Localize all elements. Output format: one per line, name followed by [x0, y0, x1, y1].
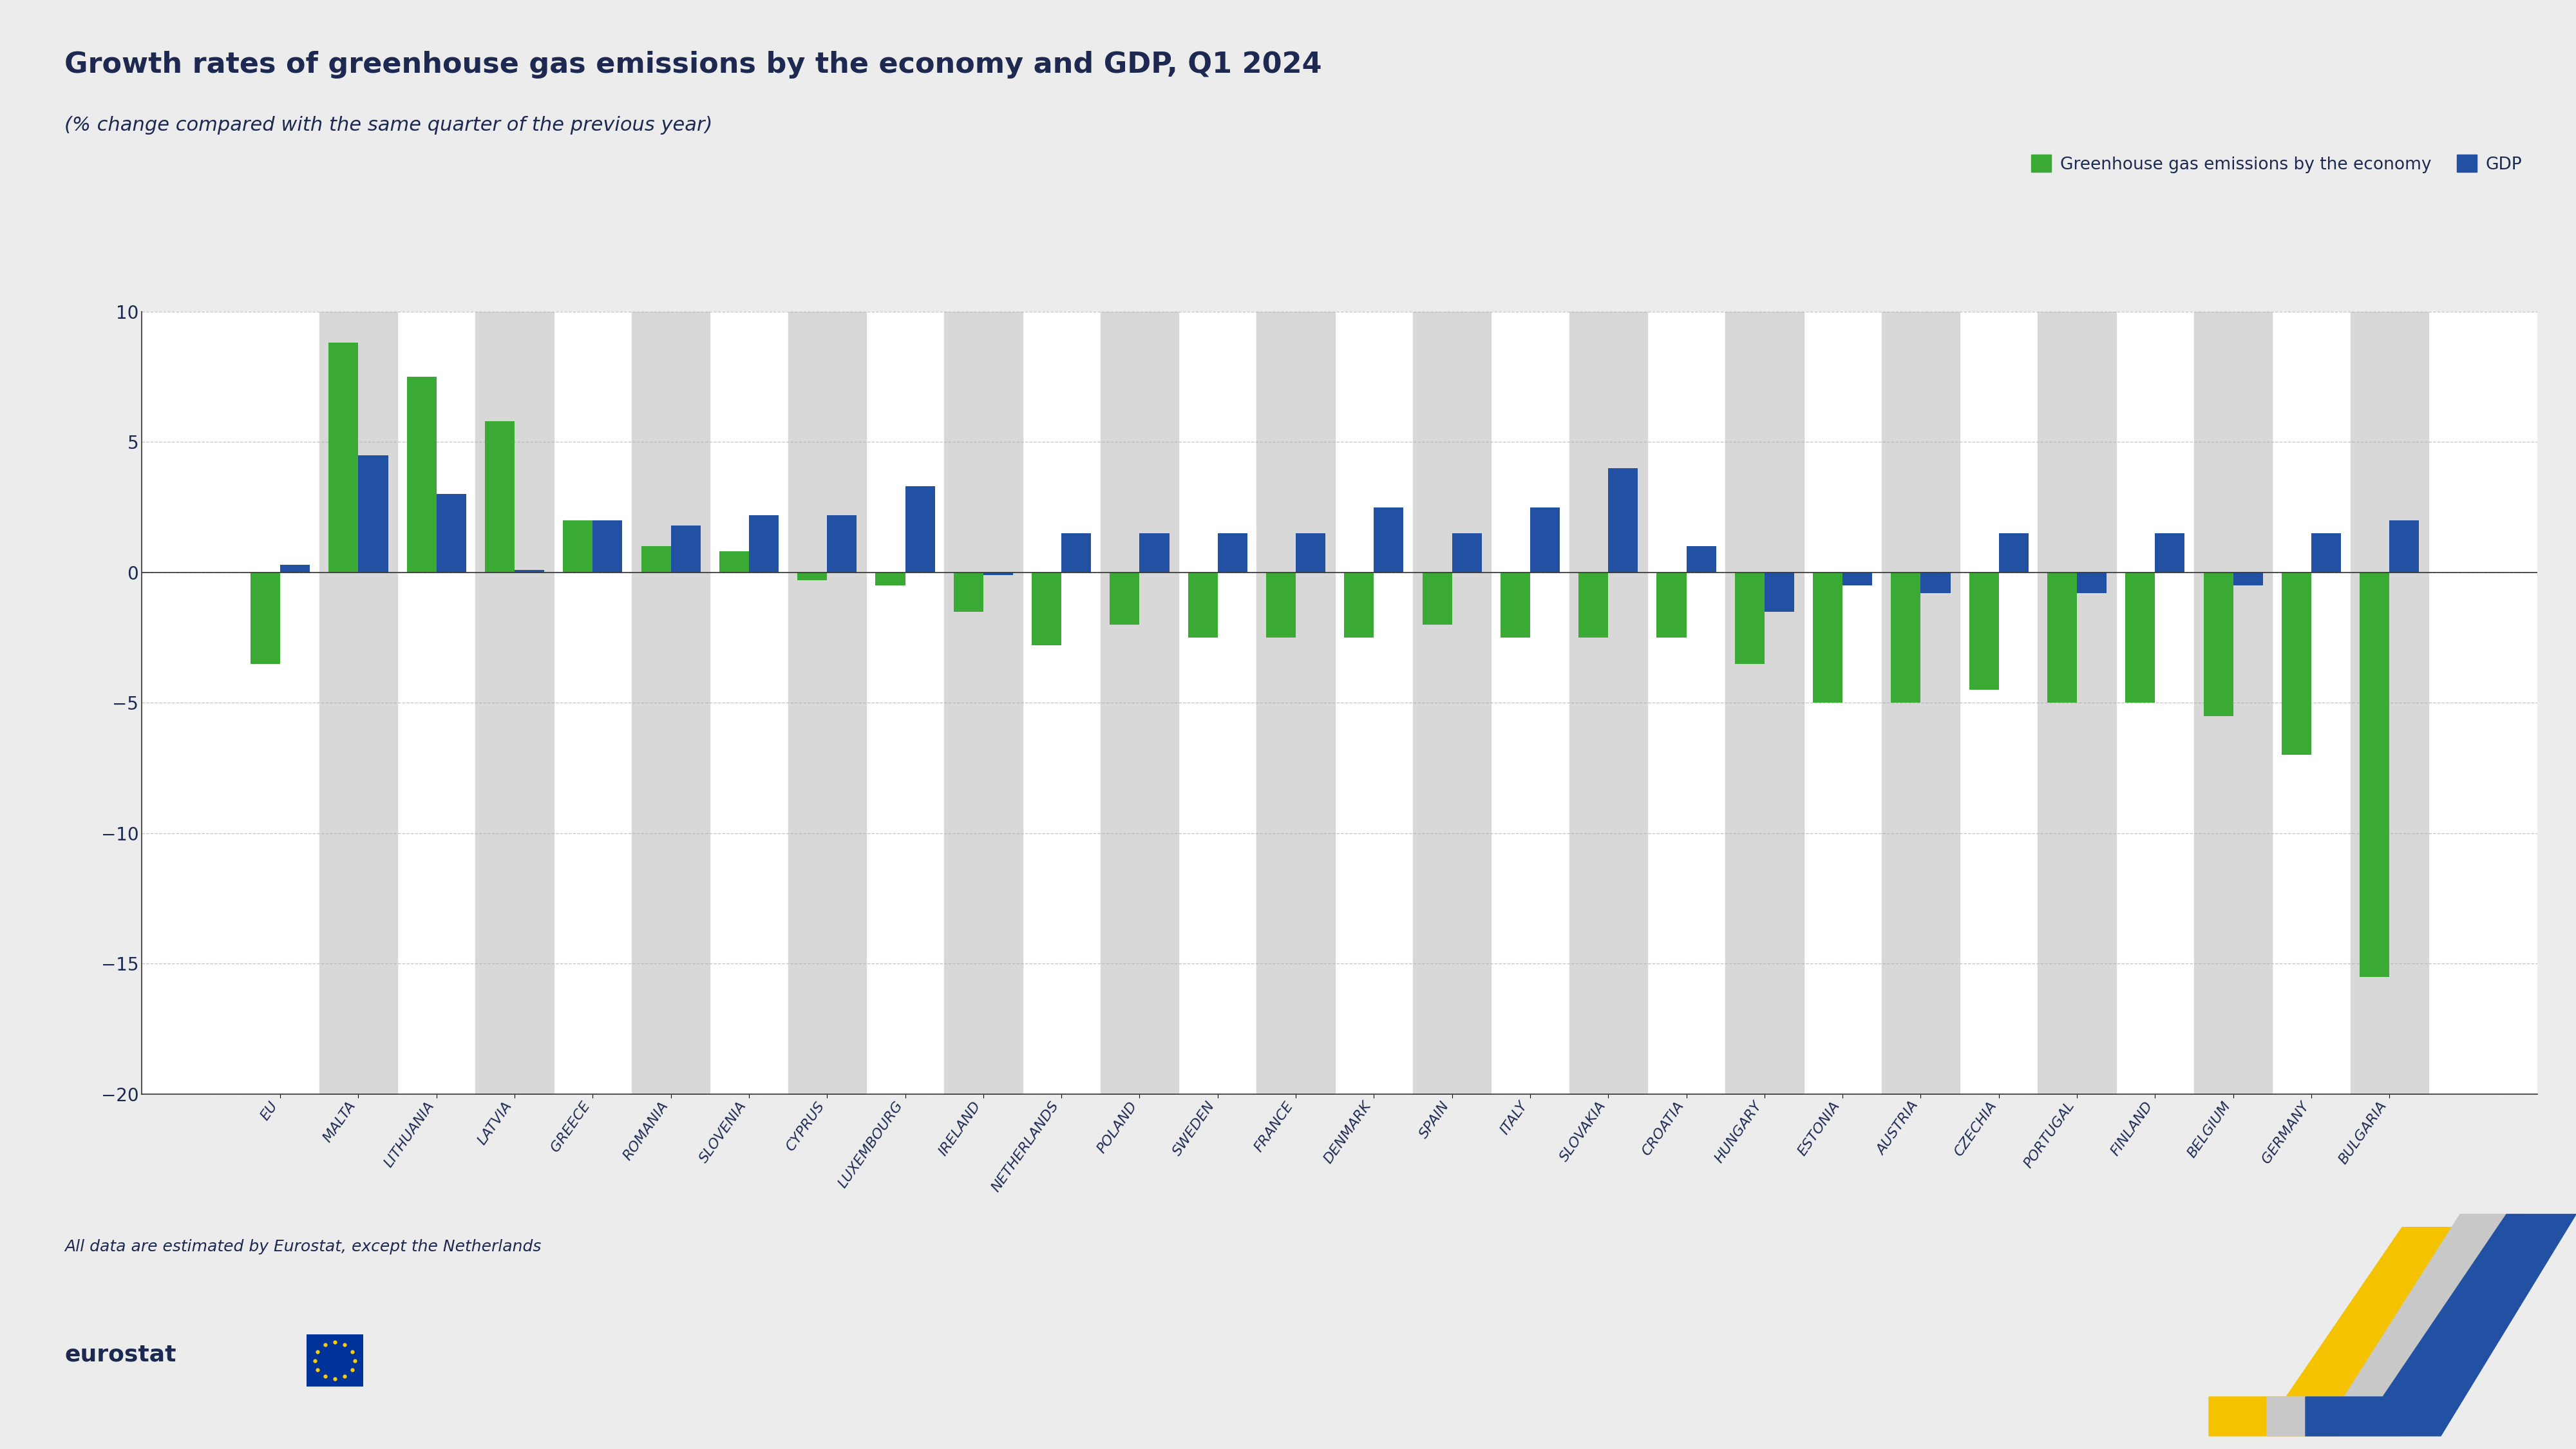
- Bar: [319, 312, 397, 1094]
- Bar: [2311, 533, 2342, 572]
- Bar: [1265, 572, 1296, 638]
- Bar: [984, 572, 1012, 575]
- Polygon shape: [2267, 1214, 2524, 1436]
- Text: (% change compared with the same quarter of the previous year): (% change compared with the same quarter…: [64, 116, 714, 135]
- Bar: [2391, 520, 2419, 572]
- Bar: [2202, 572, 2233, 716]
- Bar: [1061, 533, 1092, 572]
- Bar: [484, 422, 515, 572]
- Bar: [1765, 572, 1793, 611]
- Bar: [1726, 312, 1803, 1094]
- Bar: [750, 514, 778, 572]
- Bar: [799, 572, 827, 580]
- Polygon shape: [2306, 1214, 2576, 1436]
- Bar: [2076, 572, 2107, 593]
- Text: All data are estimated by Eurostat, except the Netherlands: All data are estimated by Eurostat, exce…: [64, 1239, 541, 1255]
- Bar: [1373, 507, 1404, 572]
- Bar: [592, 520, 623, 572]
- Bar: [1891, 572, 1922, 703]
- Bar: [1296, 533, 1327, 572]
- Bar: [477, 312, 554, 1094]
- Legend: Greenhouse gas emissions by the economy, GDP: Greenhouse gas emissions by the economy,…: [2025, 148, 2530, 180]
- Bar: [631, 312, 711, 1094]
- Bar: [2125, 572, 2156, 703]
- Bar: [1414, 312, 1492, 1094]
- Bar: [2349, 312, 2429, 1094]
- Bar: [2048, 572, 2076, 703]
- Bar: [515, 569, 544, 572]
- Bar: [2282, 572, 2311, 755]
- Bar: [1453, 533, 1481, 572]
- Bar: [1607, 468, 1638, 572]
- Bar: [2233, 572, 2262, 585]
- Bar: [1579, 572, 1607, 638]
- Bar: [945, 312, 1023, 1094]
- Bar: [953, 572, 984, 611]
- Bar: [1422, 572, 1453, 625]
- Bar: [1842, 572, 1873, 585]
- Bar: [435, 494, 466, 572]
- Bar: [719, 552, 750, 572]
- Bar: [1499, 572, 1530, 638]
- Bar: [1999, 533, 2027, 572]
- Bar: [564, 520, 592, 572]
- Bar: [1257, 312, 1334, 1094]
- Bar: [1218, 533, 1247, 572]
- Text: eurostat: eurostat: [64, 1343, 175, 1366]
- Bar: [1345, 572, 1373, 638]
- Bar: [1656, 572, 1687, 638]
- Bar: [788, 312, 866, 1094]
- Bar: [1687, 546, 1716, 572]
- Bar: [904, 487, 935, 572]
- Bar: [2038, 312, 2115, 1094]
- Bar: [1968, 572, 1999, 690]
- Bar: [407, 377, 435, 572]
- Bar: [1734, 572, 1765, 664]
- Bar: [876, 572, 904, 585]
- Bar: [330, 343, 358, 572]
- Bar: [827, 514, 858, 572]
- Bar: [1033, 572, 1061, 645]
- Bar: [281, 565, 309, 572]
- Bar: [1188, 572, 1218, 638]
- Bar: [2156, 533, 2184, 572]
- Bar: [670, 526, 701, 572]
- Bar: [1880, 312, 1960, 1094]
- Bar: [1569, 312, 1646, 1094]
- Bar: [641, 546, 670, 572]
- Text: Growth rates of greenhouse gas emissions by the economy and GDP, Q1 2024: Growth rates of greenhouse gas emissions…: [64, 51, 1321, 78]
- Bar: [1530, 507, 1561, 572]
- Bar: [2195, 312, 2272, 1094]
- Bar: [358, 455, 389, 572]
- Bar: [1814, 572, 1842, 703]
- Bar: [1139, 533, 1170, 572]
- Bar: [2360, 572, 2391, 977]
- Polygon shape: [2210, 1227, 2460, 1436]
- Bar: [250, 572, 281, 664]
- Bar: [1110, 572, 1139, 625]
- Bar: [1100, 312, 1180, 1094]
- Bar: [1922, 572, 1950, 593]
